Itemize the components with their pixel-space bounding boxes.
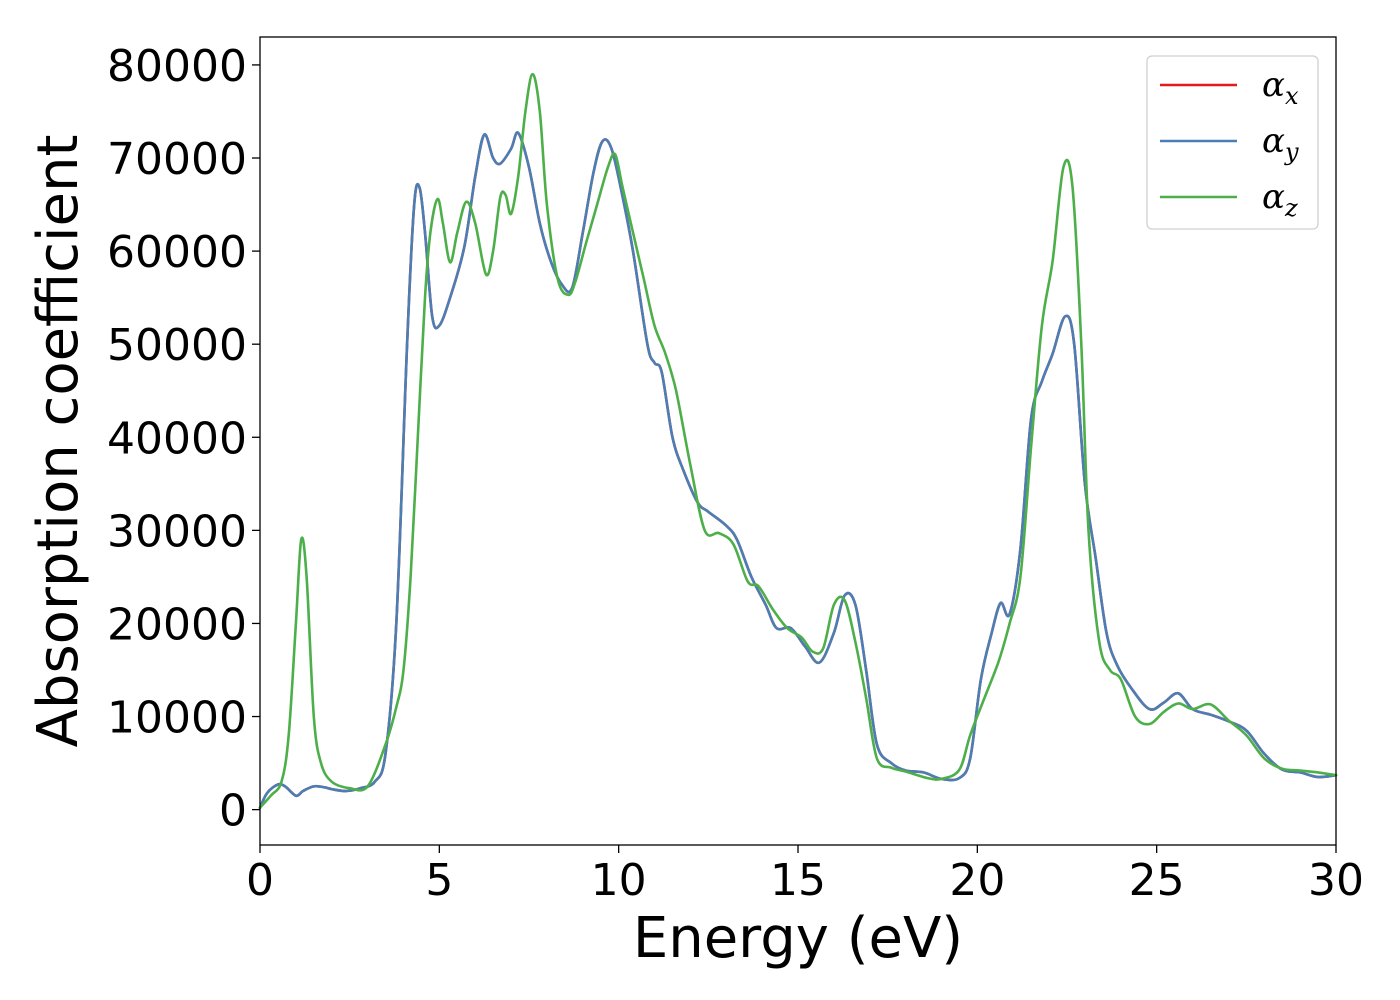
y-axis-label: Absorption coefficient [26, 135, 91, 748]
y-tick-label: 60000 [107, 227, 247, 278]
y-tick-label: 70000 [107, 134, 247, 185]
x-axis-label: Energy (eV) [633, 906, 963, 971]
y-tick-label: 20000 [107, 599, 247, 650]
y-tick-label: 80000 [107, 41, 247, 92]
x-tick-label: 10 [591, 855, 647, 906]
x-tick-label: 25 [1129, 855, 1185, 906]
y-axis-ticks: 0 10000 20000 30000 40000 50000 60000 70000 8000… [107, 41, 260, 837]
x-tick-label: 5 [425, 855, 453, 906]
x-tick-label: 20 [949, 855, 1005, 906]
plot-lines [258, 72, 1338, 810]
legend-frame [1146, 55, 1319, 230]
y-tick-label: 10000 [107, 693, 247, 744]
x-tick-label: 15 [770, 855, 826, 906]
x-tick-label: 0 [246, 855, 274, 906]
y-tick-label: 0 [219, 786, 247, 837]
x-tick-label: 30 [1308, 855, 1364, 906]
y-tick-label: 40000 [107, 413, 247, 464]
x-axis-ticks: 0 5 10 15 20 25 30 [246, 845, 1364, 906]
series-line-z [258, 72, 1338, 810]
y-tick-label: 30000 [107, 506, 247, 557]
y-tick-label: 50000 [107, 320, 247, 371]
